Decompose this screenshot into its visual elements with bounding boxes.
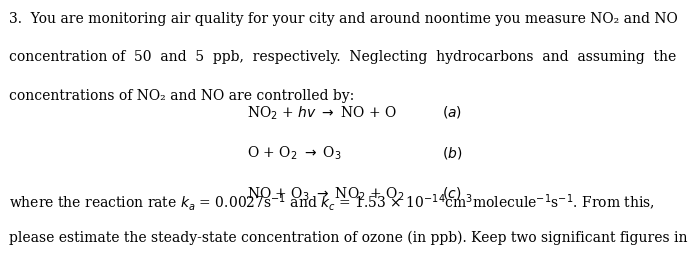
Text: $(c)$: $(c)$ — [442, 185, 461, 201]
Text: concentration of  50  and  5  ppb,  respectively.  Neglecting  hydrocarbons  and: concentration of 50 and 5 ppb, respectiv… — [9, 50, 677, 64]
Text: concentrations of NO₂ and NO are controlled by:: concentrations of NO₂ and NO are control… — [9, 89, 354, 103]
Text: NO$_2$ + $hv$ $\rightarrow$ NO + O: NO$_2$ + $hv$ $\rightarrow$ NO + O — [247, 104, 397, 122]
Text: $(b)$: $(b)$ — [442, 145, 462, 161]
Text: $(a)$: $(a)$ — [442, 104, 462, 120]
Text: NO + O$_3$ $\rightarrow$ NO$_2$ + O$_2$: NO + O$_3$ $\rightarrow$ NO$_2$ + O$_2$ — [247, 185, 404, 203]
Text: O + O$_2$ $\rightarrow$ O$_3$: O + O$_2$ $\rightarrow$ O$_3$ — [247, 145, 342, 162]
Text: where the reaction rate $k_a$ = 0.0027s$^{-1}$ and $k_c$ = 1.53 $\times$ 10$^{-1: where the reaction rate $k_a$ = 0.0027s$… — [9, 192, 655, 213]
Text: please estimate the steady-state concentration of ozone (in ppb). Keep two signi: please estimate the steady-state concent… — [9, 230, 688, 245]
Text: 3.  You are monitoring air quality for your city and around noontime you measure: 3. You are monitoring air quality for yo… — [9, 12, 678, 26]
